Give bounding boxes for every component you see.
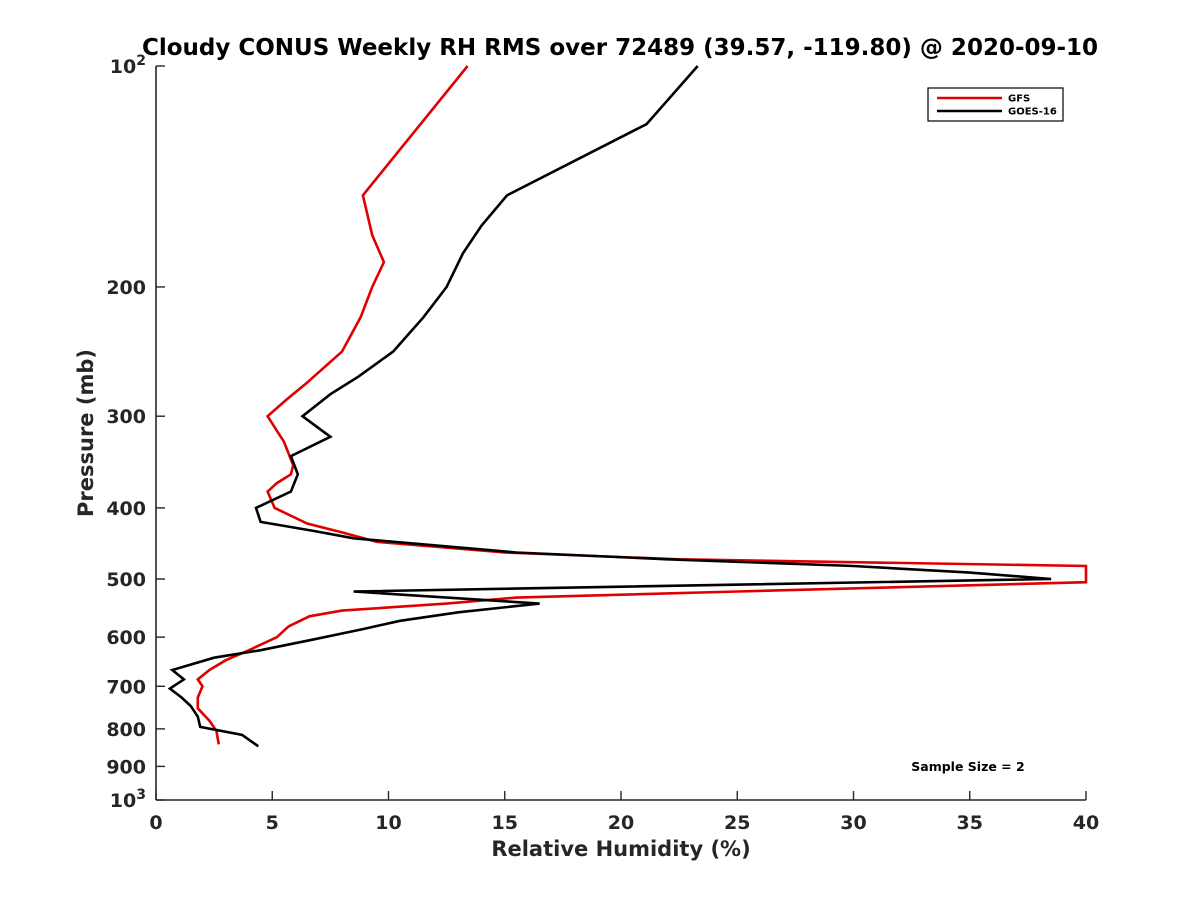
chart-title: Cloudy CONUS Weekly RH RMS over 72489 (3… [142, 35, 1098, 61]
y-tick-label: 200 [106, 277, 146, 299]
x-tick-label: 20 [608, 812, 634, 834]
y-tick-label: 700 [106, 676, 146, 698]
y-tick-label: 103 [110, 787, 146, 812]
legend-box [927, 87, 1064, 122]
x-tick-label: 35 [957, 812, 983, 834]
series-group [167, 65, 1088, 748]
x-tick-label: 0 [149, 812, 162, 834]
y-tick-label: 300 [106, 406, 146, 428]
sample-size-annotation: Sample Size = 2 [911, 759, 1024, 774]
series-line-goes16 [167, 65, 1052, 748]
x-tick-label: 15 [492, 812, 518, 834]
x-tick-label: 5 [266, 812, 279, 834]
axes-group: 0 5 10 15 20 25 30 35 40 102 200 300 400 500 600 700 800… [106, 53, 1099, 834]
x-tick-label: 10 [375, 812, 401, 834]
y-tick-label: 800 [106, 719, 146, 741]
x-tick-label: 40 [1073, 812, 1099, 834]
y-tick-label: 600 [106, 627, 146, 649]
x-tick-label: 25 [724, 812, 750, 834]
y-tick-label: 400 [106, 498, 146, 520]
x-axis-title: Relative Humidity (%) [491, 837, 750, 861]
y-tick-label: 102 [110, 53, 146, 78]
plot-area [156, 66, 1086, 800]
y-tick-label: 500 [106, 569, 146, 591]
x-tick-label: 30 [840, 812, 866, 834]
y-tick-label: 900 [106, 756, 146, 778]
legend-label-goes16: GOES-16 [1008, 107, 1057, 118]
legend-label-gfs: GFS [1008, 94, 1030, 105]
legend: GFS GOES-16 [927, 87, 1064, 122]
y-axis-title: Pressure (mb) [74, 349, 98, 517]
